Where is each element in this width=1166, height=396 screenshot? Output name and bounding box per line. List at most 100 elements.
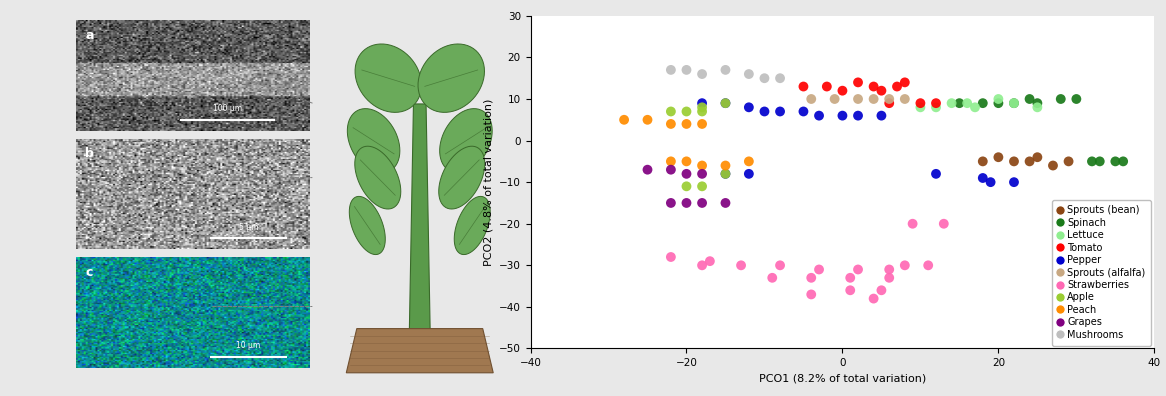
Polygon shape	[419, 44, 485, 112]
Sprouts (alfalfa)	[826, 96, 844, 102]
Strawberries	[919, 262, 937, 268]
Peach	[677, 158, 696, 165]
Apple	[677, 183, 696, 190]
Mushrooms	[756, 75, 774, 82]
Strawberries	[809, 267, 828, 273]
Apple	[716, 100, 735, 106]
Spinach	[1005, 100, 1024, 106]
Pepper	[716, 171, 735, 177]
Strawberries	[880, 267, 899, 273]
Apple	[716, 171, 735, 177]
Grapes	[661, 166, 680, 173]
Text: c: c	[85, 266, 92, 279]
Mushrooms	[716, 67, 735, 73]
Tomato	[895, 79, 914, 86]
Spinach	[1028, 100, 1047, 106]
Spinach	[1107, 158, 1125, 165]
Lettuce	[911, 104, 929, 110]
Y-axis label: PCO2 (4.8% of total variation): PCO2 (4.8% of total variation)	[484, 99, 493, 266]
Pepper	[693, 100, 711, 106]
Strawberries	[904, 221, 922, 227]
Peach	[638, 116, 656, 123]
Mushrooms	[693, 71, 711, 77]
Mushrooms	[739, 71, 758, 77]
Apple	[693, 104, 711, 110]
Pepper	[756, 109, 774, 115]
Polygon shape	[350, 196, 385, 255]
Strawberries	[864, 295, 883, 302]
Apple	[693, 109, 711, 115]
Pepper	[716, 100, 735, 106]
Sprouts (bean)	[1005, 158, 1024, 165]
Lettuce	[965, 104, 984, 110]
Peach	[716, 162, 735, 169]
Strawberries	[841, 287, 859, 293]
Tomato	[911, 100, 929, 106]
Polygon shape	[346, 329, 493, 373]
Strawberries	[693, 262, 711, 268]
Spinach	[989, 100, 1007, 106]
Apple	[693, 183, 711, 190]
Polygon shape	[440, 109, 492, 173]
Spinach	[974, 100, 992, 106]
Grapes	[677, 200, 696, 206]
Polygon shape	[455, 196, 490, 255]
Lettuce	[927, 104, 946, 110]
Tomato	[833, 88, 851, 94]
Sprouts (alfalfa)	[880, 96, 899, 102]
Pepper	[974, 175, 992, 181]
Strawberries	[934, 221, 953, 227]
Pepper	[809, 112, 828, 119]
Strawberries	[841, 275, 859, 281]
Pepper	[833, 112, 851, 119]
Sprouts (alfalfa)	[895, 96, 914, 102]
Tomato	[927, 100, 946, 106]
Text: 100 μm: 100 μm	[213, 104, 241, 113]
Lettuce	[1028, 104, 1047, 110]
Peach	[661, 121, 680, 127]
Peach	[661, 158, 680, 165]
Grapes	[716, 200, 735, 206]
Mushrooms	[661, 67, 680, 73]
Sprouts (bean)	[989, 154, 1007, 160]
Mushrooms	[677, 67, 696, 73]
Peach	[677, 121, 696, 127]
Spinach	[1020, 96, 1039, 102]
Polygon shape	[409, 104, 430, 336]
Grapes	[693, 200, 711, 206]
Sprouts (bean)	[1059, 158, 1077, 165]
Text: 5 μm: 5 μm	[239, 223, 258, 232]
Spinach	[1067, 96, 1086, 102]
Tomato	[817, 84, 836, 90]
Peach	[693, 121, 711, 127]
Lettuce	[957, 100, 976, 106]
Tomato	[849, 79, 868, 86]
Strawberries	[880, 275, 899, 281]
Sprouts (bean)	[1044, 162, 1062, 169]
Apple	[661, 109, 680, 115]
Lettuce	[1005, 100, 1024, 106]
Lettuce	[942, 100, 961, 106]
Tomato	[880, 100, 899, 106]
Tomato	[872, 88, 891, 94]
Lettuce	[989, 96, 1007, 102]
Sprouts (bean)	[1020, 158, 1039, 165]
Spinach	[1082, 158, 1101, 165]
Pepper	[927, 171, 946, 177]
Tomato	[887, 84, 906, 90]
Strawberries	[872, 287, 891, 293]
Pepper	[771, 109, 789, 115]
Mushrooms	[771, 75, 789, 82]
Peach	[614, 116, 633, 123]
Grapes	[693, 171, 711, 177]
Pepper	[872, 112, 891, 119]
Grapes	[661, 200, 680, 206]
Pepper	[1005, 179, 1024, 185]
Polygon shape	[347, 109, 400, 173]
Sprouts (bean)	[974, 158, 992, 165]
Sprouts (alfalfa)	[802, 96, 821, 102]
Strawberries	[802, 275, 821, 281]
Spinach	[1090, 158, 1109, 165]
Strawberries	[661, 254, 680, 260]
Strawberries	[802, 291, 821, 298]
